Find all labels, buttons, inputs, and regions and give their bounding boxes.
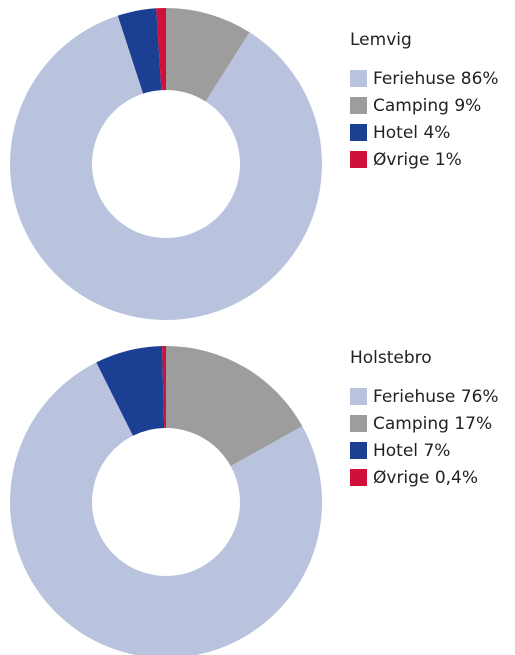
donut-slice — [117, 8, 162, 94]
legend-name: Camping — [373, 414, 449, 434]
legend-name: Feriehuse — [373, 387, 455, 407]
legend-value: 86% — [461, 69, 499, 89]
donut-slice — [10, 362, 322, 655]
donut-slice — [162, 346, 166, 429]
chart-title: Holstebro — [350, 348, 432, 368]
donut-slice — [166, 8, 250, 102]
legend-swatch — [350, 415, 367, 432]
donut-slice — [96, 346, 165, 436]
legend-label: Øvrige 0,4% — [373, 468, 478, 488]
legend-label: Feriehuse 76% — [373, 387, 499, 407]
legend-swatch — [350, 469, 367, 486]
legend-label: Feriehuse 86% — [373, 69, 499, 89]
legend-label: Camping 17% — [373, 414, 492, 434]
legend-value: 76% — [461, 387, 499, 407]
donut-slice — [9, 15, 322, 320]
legend-label: Hotel 7% — [373, 441, 450, 461]
legend-swatch — [350, 151, 367, 168]
legend-swatch — [350, 388, 367, 405]
legend-name: Hotel — [373, 441, 418, 461]
legend-value: 1% — [435, 150, 462, 170]
chart-title: Lemvig — [350, 30, 412, 50]
legend-name: Feriehuse — [373, 69, 455, 89]
legend-value: 0,4% — [435, 468, 478, 488]
legend-name: Camping — [373, 96, 449, 116]
legend-value: 9% — [454, 96, 481, 116]
legend-label: Øvrige 1% — [373, 150, 462, 170]
legend-value: 17% — [454, 414, 492, 434]
legend-name: Øvrige — [373, 468, 429, 488]
legend-name: Hotel — [373, 123, 418, 143]
legend-value: 4% — [423, 123, 450, 143]
legend-swatch — [350, 124, 367, 141]
legend-swatch — [350, 442, 367, 459]
legend-label: Camping 9% — [373, 96, 481, 116]
legend-value: 7% — [423, 441, 450, 461]
legend-name: Øvrige — [373, 150, 429, 170]
donut-slice — [166, 346, 303, 467]
donut-slice — [156, 8, 166, 91]
legend-swatch — [350, 70, 367, 87]
legend-label: Hotel 4% — [373, 123, 450, 143]
legend-swatch — [350, 97, 367, 114]
